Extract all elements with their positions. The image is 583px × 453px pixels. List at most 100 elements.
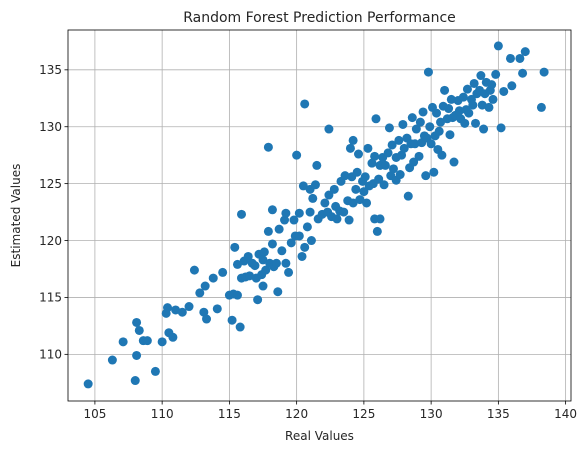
data-point — [243, 251, 253, 261]
data-point — [107, 355, 117, 365]
data-point — [263, 226, 273, 236]
data-point — [446, 94, 456, 104]
data-point — [354, 149, 364, 159]
data-point — [488, 94, 498, 104]
data-point — [232, 259, 242, 269]
x-tick-label: 130 — [420, 407, 443, 421]
data-point — [189, 265, 199, 275]
data-point — [305, 207, 315, 217]
plot-frame — [67, 29, 572, 402]
data-point — [258, 255, 268, 265]
data-point — [462, 84, 472, 94]
data-point — [394, 135, 404, 145]
data-point — [351, 184, 361, 194]
data-point — [294, 208, 304, 218]
data-point — [414, 151, 424, 161]
data-point — [184, 302, 194, 312]
data-point — [267, 205, 277, 215]
y-axis-ticks: 110 115 120 125 130 135 — [39, 63, 68, 362]
data-point — [429, 167, 439, 177]
x-tick-label: 105 — [83, 407, 106, 421]
data-point — [507, 81, 517, 91]
data-point — [134, 325, 144, 335]
data-point — [387, 140, 397, 150]
data-point — [505, 53, 515, 63]
data-point — [520, 47, 530, 57]
data-point — [273, 287, 283, 297]
data-point — [493, 41, 503, 51]
data-point — [471, 118, 481, 128]
data-point — [306, 236, 316, 246]
data-point — [250, 261, 260, 271]
data-point — [308, 193, 318, 203]
data-point — [284, 267, 294, 277]
data-point — [253, 295, 263, 305]
data-point — [157, 337, 167, 347]
data-point — [212, 304, 222, 314]
data-point — [258, 281, 268, 291]
data-point — [425, 122, 435, 132]
data-point — [132, 350, 142, 360]
data-point — [329, 184, 339, 194]
data-point — [397, 150, 407, 160]
data-point — [281, 208, 291, 218]
data-point — [464, 108, 474, 118]
data-point — [536, 102, 546, 112]
y-axis-label: Estimated Values — [9, 164, 23, 268]
data-point — [491, 69, 501, 79]
data-point — [277, 246, 287, 256]
data-point — [518, 68, 528, 78]
data-point — [281, 258, 291, 268]
data-point — [320, 198, 330, 208]
data-point — [352, 167, 362, 177]
x-axis-label: Real Values — [285, 429, 354, 443]
data-point — [440, 85, 450, 95]
y-tick-label: 130 — [39, 120, 62, 134]
data-point — [437, 150, 447, 160]
data-point — [163, 303, 173, 313]
data-point — [236, 209, 246, 219]
data-point — [274, 224, 284, 234]
data-point — [302, 222, 312, 232]
data-point — [399, 143, 409, 153]
data-point — [208, 273, 218, 283]
data-point — [374, 174, 384, 184]
data-point — [202, 314, 212, 324]
data-point — [218, 267, 228, 277]
data-point — [403, 191, 413, 201]
chart-title: Random Forest Prediction Performance — [183, 10, 456, 26]
data-point — [294, 231, 304, 241]
data-point — [362, 198, 372, 208]
data-point — [468, 100, 478, 110]
data-point — [370, 151, 380, 161]
x-axis-ticks: 105 110 115 120 125 130 135 140 — [83, 401, 577, 421]
data-point — [118, 337, 128, 347]
data-point — [355, 195, 365, 205]
data-point — [388, 164, 398, 174]
data-point — [423, 67, 433, 77]
x-tick-label: 125 — [352, 407, 375, 421]
data-point — [371, 114, 381, 124]
data-point — [348, 135, 358, 145]
data-point — [200, 281, 210, 291]
data-point — [83, 379, 93, 389]
data-point — [421, 171, 431, 181]
data-point — [418, 107, 428, 117]
data-point — [142, 336, 152, 346]
data-point — [339, 207, 349, 217]
data-point — [344, 215, 354, 225]
data-point — [300, 99, 310, 109]
data-point — [345, 143, 355, 153]
data-point — [476, 71, 486, 81]
data-point — [150, 366, 160, 376]
data-point — [195, 288, 205, 298]
data-point — [384, 123, 394, 133]
data-point — [436, 117, 446, 127]
data-points — [83, 41, 549, 389]
data-point — [409, 157, 419, 167]
y-tick-label: 135 — [39, 63, 62, 77]
data-point — [460, 118, 470, 128]
data-point — [132, 317, 142, 327]
data-point — [395, 170, 405, 180]
